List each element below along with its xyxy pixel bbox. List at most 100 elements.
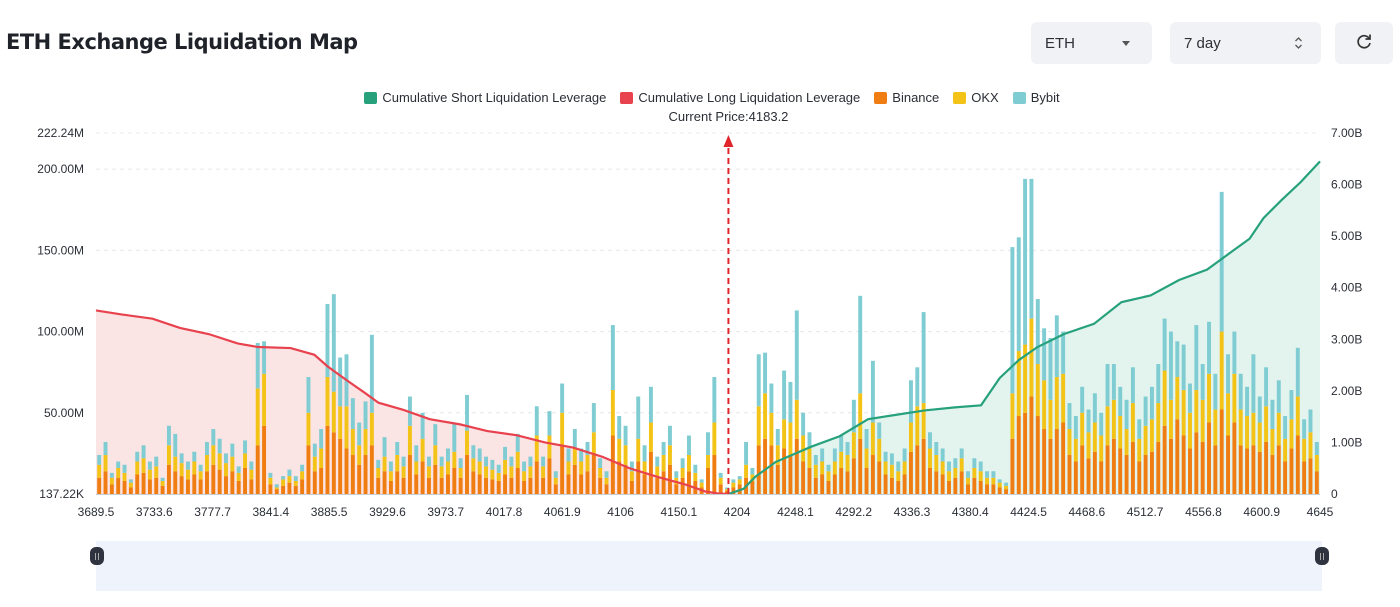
range-navigator[interactable] <box>96 541 1322 591</box>
bar-okx <box>966 477 970 485</box>
bar-binance <box>528 477 533 494</box>
refresh-button[interactable] <box>1335 22 1393 64</box>
bar-binance <box>1118 448 1123 494</box>
bar-binance <box>319 468 324 494</box>
bar-okx <box>160 481 165 486</box>
bar-binance <box>446 474 450 494</box>
bar-binance <box>648 451 653 494</box>
bar-okx <box>585 455 590 472</box>
bar-bybit <box>687 435 691 456</box>
bar-okx <box>572 448 577 465</box>
bar-binance <box>1169 438 1173 494</box>
bar-bybit <box>1149 386 1154 420</box>
bar-okx <box>902 461 907 475</box>
bar-binance <box>116 477 121 494</box>
bar-bybit <box>807 432 812 449</box>
bar-bybit <box>763 352 768 394</box>
bar-binance <box>1149 451 1154 494</box>
bar-bybit <box>1162 318 1167 371</box>
coin-select[interactable]: ETH <box>1031 22 1152 64</box>
time-range-select[interactable]: 7 day <box>1170 22 1321 64</box>
bar-okx <box>1289 419 1294 449</box>
bar-bybit <box>1188 383 1192 413</box>
bar-bybit <box>769 383 774 413</box>
bar-okx <box>617 438 622 462</box>
bar-binance <box>598 477 603 494</box>
bar-bybit <box>889 453 894 465</box>
bar-binance <box>934 471 939 494</box>
bar-binance <box>959 471 964 494</box>
bar-binance <box>731 487 736 494</box>
bar-binance <box>306 445 311 494</box>
bar-bybit <box>1092 393 1097 423</box>
bar-okx <box>166 445 171 465</box>
x-tick-label: 3841.4 <box>253 505 290 519</box>
bar-binance <box>1257 451 1262 494</box>
legend-item[interactable]: Binance <box>874 90 939 105</box>
bar-bybit <box>851 399 856 433</box>
bar-okx <box>991 477 996 485</box>
legend-item[interactable]: OKX <box>953 90 999 105</box>
bar-bybit <box>731 479 736 483</box>
bar-okx <box>591 432 596 456</box>
bar-okx <box>369 412 374 446</box>
bar-bybit <box>388 461 393 472</box>
bar-bybit <box>870 360 875 423</box>
y-left-tick-label: 137.22K <box>39 487 84 501</box>
bar-bybit <box>1314 442 1319 456</box>
bar-okx <box>1226 393 1231 436</box>
x-tick-label: 4106 <box>607 505 634 519</box>
bar-bybit <box>1245 386 1250 417</box>
bar-bybit <box>801 412 806 436</box>
y-right-tick-label: 7.00B <box>1331 126 1362 140</box>
bar-binance <box>1238 445 1243 494</box>
x-tick-label: 3973.7 <box>427 505 464 519</box>
bar-binance <box>1314 471 1319 494</box>
bar-bybit <box>1270 399 1275 430</box>
bar-binance <box>858 438 863 494</box>
bar-binance <box>363 455 368 494</box>
chart-legend: Cumulative Short Liquidation Leverage Cum… <box>12 90 1400 105</box>
legend-item[interactable]: Bybit <box>1012 90 1060 105</box>
bar-okx <box>1302 438 1307 462</box>
y-right-tick-label: 2.00B <box>1331 384 1362 398</box>
bar-bybit <box>217 438 222 454</box>
bar-binance <box>769 445 774 494</box>
drag-handle-icon[interactable] <box>90 547 104 565</box>
bar-binance <box>515 468 520 494</box>
bar-binance <box>642 474 647 494</box>
bar-binance <box>1194 432 1199 494</box>
bar-binance <box>1111 438 1116 494</box>
bar-binance <box>579 474 584 494</box>
bar-bybit <box>915 367 920 407</box>
bar-okx <box>1295 396 1300 436</box>
bar-binance <box>1283 461 1288 494</box>
bar-bybit <box>591 403 596 433</box>
bar-okx <box>268 477 273 485</box>
legend-swatch <box>953 91 967 104</box>
bar-okx <box>997 482 1002 488</box>
bar-bybit <box>509 456 514 467</box>
bar-okx <box>845 455 850 472</box>
bar-binance <box>401 477 406 494</box>
bar-okx <box>1257 422 1262 452</box>
bar-okx <box>750 474 755 482</box>
bar-okx <box>1308 432 1313 459</box>
bar-okx <box>680 468 685 478</box>
bar-okx <box>864 448 869 469</box>
bar-okx <box>744 464 749 478</box>
bar-okx <box>128 482 133 488</box>
bar-okx <box>350 429 355 456</box>
bar-binance <box>484 477 488 494</box>
drag-handle-icon[interactable] <box>1315 547 1329 565</box>
bar-okx <box>522 471 527 482</box>
bar-bybit <box>636 396 641 439</box>
bar-bybit <box>1200 364 1205 400</box>
bar-bybit <box>648 386 653 423</box>
bar-okx <box>629 471 634 482</box>
bar-binance <box>274 489 279 494</box>
legend-item[interactable]: Cumulative Short Liquidation Leverage <box>364 90 606 105</box>
bar-binance <box>1137 461 1142 494</box>
legend-item[interactable]: Cumulative Long Liquidation Leverage <box>620 90 860 105</box>
bar-okx <box>1054 377 1059 430</box>
